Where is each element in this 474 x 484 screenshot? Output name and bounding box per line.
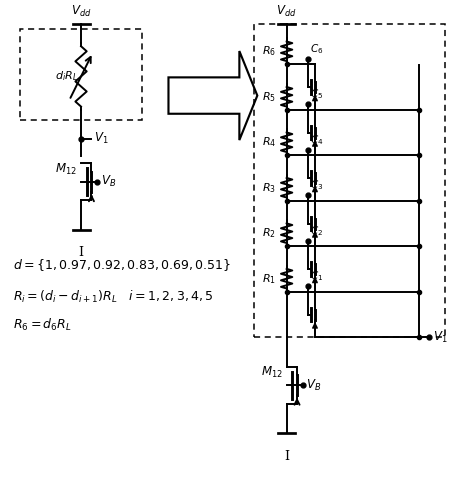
Text: $C_6$: $C_6$ [310, 42, 324, 56]
Text: $V_{dd}$: $V_{dd}$ [71, 4, 91, 19]
Polygon shape [168, 51, 257, 140]
Text: $M_{12}$: $M_{12}$ [55, 162, 77, 177]
Text: $R_4$: $R_4$ [262, 136, 276, 149]
Text: $C_5$: $C_5$ [310, 88, 323, 101]
Text: $R_2$: $R_2$ [262, 227, 276, 240]
Text: $d_iR_L$: $d_iR_L$ [55, 70, 78, 83]
Text: I: I [79, 246, 83, 259]
Text: I: I [284, 450, 289, 463]
Text: $C_2$: $C_2$ [310, 224, 323, 238]
Text: $R_1$: $R_1$ [262, 272, 276, 286]
Text: $R_6=d_6R_L$: $R_6=d_6R_L$ [12, 318, 71, 333]
Text: $V_{dd}$: $V_{dd}$ [276, 4, 297, 19]
Text: $V_1$: $V_1$ [433, 330, 447, 345]
Text: $R_6$: $R_6$ [262, 45, 276, 58]
Text: $M_{12}$: $M_{12}$ [261, 365, 283, 380]
Text: $V_B$: $V_B$ [307, 378, 322, 393]
Text: $R_3$: $R_3$ [262, 181, 276, 195]
Text: $d=\{1,0.97,0.92,0.83,0.69,0.51\}$: $d=\{1,0.97,0.92,0.83,0.69,0.51\}$ [12, 257, 231, 273]
Text: $C_1$: $C_1$ [310, 270, 323, 283]
Text: $V_1$: $V_1$ [94, 131, 109, 146]
Text: $V_B$: $V_B$ [101, 174, 116, 189]
Text: $C_3$: $C_3$ [310, 179, 324, 192]
Text: $R_5$: $R_5$ [262, 90, 276, 104]
Text: $C_4$: $C_4$ [310, 133, 324, 147]
Text: $R_i=(d_i-d_{i+1})R_L\quad i=1,2,3,4,5$: $R_i=(d_i-d_{i+1})R_L\quad i=1,2,3,4,5$ [12, 288, 213, 304]
